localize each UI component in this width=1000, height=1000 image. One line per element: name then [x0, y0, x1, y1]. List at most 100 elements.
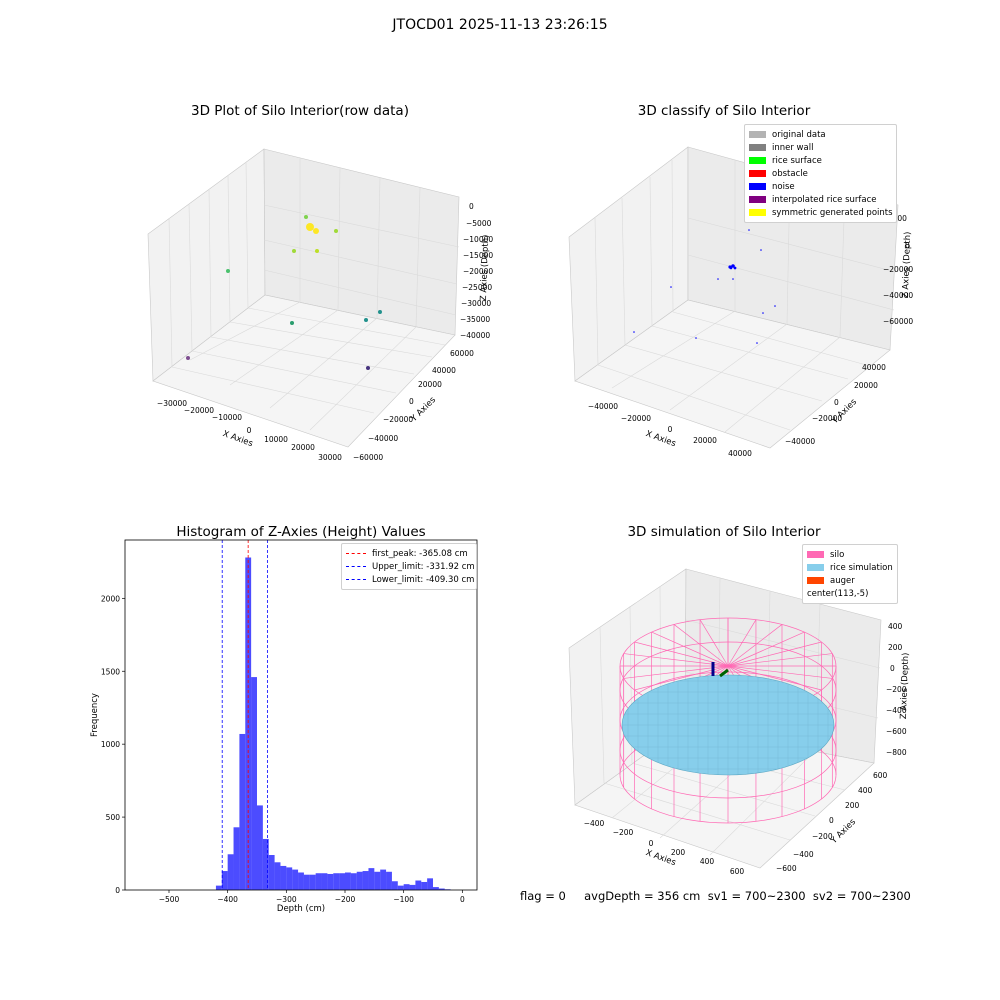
x-tick-label: 0 [649, 839, 654, 848]
legend-label: center(113,-5) [807, 588, 869, 599]
histogram-bar [386, 871, 392, 890]
z-tick-label: −200 [886, 685, 907, 694]
x-tick-label: 0 [668, 425, 673, 434]
histogram-bar [309, 874, 316, 890]
legend-swatch [749, 157, 766, 164]
histogram-bar [251, 677, 257, 890]
histogram-bar [368, 868, 375, 890]
histogram-xlabel: Depth (cm) [277, 904, 325, 914]
legend-item: first_peak: -365.08 cm [346, 547, 472, 560]
histogram-bar [257, 805, 263, 890]
histogram-bar [298, 872, 304, 890]
silo-roof-spoke [623, 653, 729, 667]
legend-label: auger [830, 575, 855, 586]
z-tick-label: −60000 [883, 317, 913, 326]
legend-swatch [749, 131, 766, 138]
histogram-legend: first_peak: -365.08 cm Upper_limit: -331.… [341, 543, 477, 590]
histogram-bar [274, 862, 281, 890]
silo-roof-spoke [727, 653, 833, 667]
legend-item: interpolated rice surface [749, 193, 892, 206]
y-tick-label: 0 [834, 398, 839, 407]
x-tick-label: 30000 [318, 453, 342, 462]
histogram-bar [262, 838, 269, 890]
histogram-bar [421, 881, 428, 890]
legend-label: first_peak: -365.08 cm [372, 548, 468, 559]
legend-label: obstacle [772, 168, 808, 179]
legend-item: silo [807, 548, 893, 561]
x-tick-label: 0 [460, 895, 465, 904]
legend-swatch [749, 209, 766, 216]
legend-line [346, 566, 366, 567]
histogram-bar [333, 873, 340, 890]
histogram-bar [391, 881, 398, 890]
legend-label: inner wall [772, 142, 814, 153]
z-tick-label: 0 [469, 202, 474, 211]
silo-roof-spoke [727, 624, 783, 667]
histogram-bar [397, 885, 404, 890]
legend-label: symmetric generated points [772, 207, 893, 218]
legend-label: original data [772, 129, 826, 140]
legend-swatch [749, 183, 766, 190]
histogram-bar [438, 888, 445, 890]
histogram-bar [403, 884, 410, 890]
legend-label: Upper_limit: -331.92 cm [372, 561, 475, 572]
legend-swatch [807, 564, 824, 571]
legend-item: Upper_limit: -331.92 cm [346, 560, 475, 573]
z-tick-label: −15000 [463, 251, 493, 260]
histogram-bar [350, 873, 357, 890]
z-tick-label: −800 [886, 748, 907, 757]
histogram-bar [374, 871, 381, 890]
y-tick-label: 1500 [101, 667, 120, 676]
silo-roof-spoke [673, 624, 729, 667]
z-tick-label: −20000 [463, 267, 493, 276]
legend-item: auger [807, 574, 893, 587]
histogram-bar [427, 878, 433, 890]
silo-roof-spoke [699, 619, 729, 667]
silo-roof-spoke [651, 631, 729, 667]
x-tick-label: −300 [276, 895, 297, 904]
legend-line [346, 553, 366, 554]
y-tick-label: −600 [776, 864, 797, 873]
y-tick-label: −20000 [812, 414, 842, 423]
legend-label: rice simulation [830, 562, 893, 573]
legend-label: interpolated rice surface [772, 194, 877, 205]
y-tick-label: 600 [873, 771, 888, 780]
y-tick-label: 500 [106, 813, 121, 822]
y-tick-label: −60000 [353, 453, 383, 462]
x-tick-label: −200 [335, 895, 356, 904]
x-tick-label: −400 [217, 895, 238, 904]
histogram-bar [245, 557, 252, 890]
z-tick-label: 0 [905, 241, 910, 250]
legend-item: Lower_limit: -409.30 cm [346, 573, 475, 586]
histogram-bar [303, 874, 310, 890]
z-tick-label: −400 [886, 706, 907, 715]
histogram-bar [215, 885, 222, 890]
z-tick-label: 200 [888, 643, 903, 652]
x-tick-label: 40000 [728, 449, 752, 458]
status-footer: flag = 0 avgDepth = 356 cm sv1 = 700~230… [520, 889, 911, 903]
y-tick-label: −20000 [383, 415, 413, 424]
silo-roof-spoke [727, 665, 833, 679]
y-tick-label: 2000 [101, 594, 120, 603]
y-tick-label: 20000 [418, 380, 442, 389]
y-tick-label: −40000 [368, 434, 398, 443]
auger-y-axis [719, 668, 729, 678]
z-tick-label: −35000 [460, 315, 490, 324]
y-tick-label: 400 [858, 786, 873, 795]
legend-swatch [807, 577, 824, 584]
z-tick-label: −40000 [460, 331, 490, 340]
histogram-bar [286, 867, 293, 890]
z-tick-label: −25000 [462, 283, 492, 292]
histogram-title: Histogram of Z-Axies (Height) Values [176, 524, 426, 540]
z-tick-label: −600 [886, 727, 907, 736]
histogram-bar [339, 873, 345, 890]
histogram-bar [292, 869, 299, 890]
legend-item: center(113,-5) [807, 587, 893, 600]
legend-label: Lower_limit: -409.30 cm [372, 574, 475, 585]
legend-swatch [749, 196, 766, 203]
x-tick-label: −40000 [588, 402, 618, 411]
silo-roof-spoke [727, 619, 757, 667]
histogram-ylabel: Frequency [90, 693, 100, 737]
y-tick-label: 1000 [101, 740, 120, 749]
x-tick-label: 20000 [693, 436, 717, 445]
